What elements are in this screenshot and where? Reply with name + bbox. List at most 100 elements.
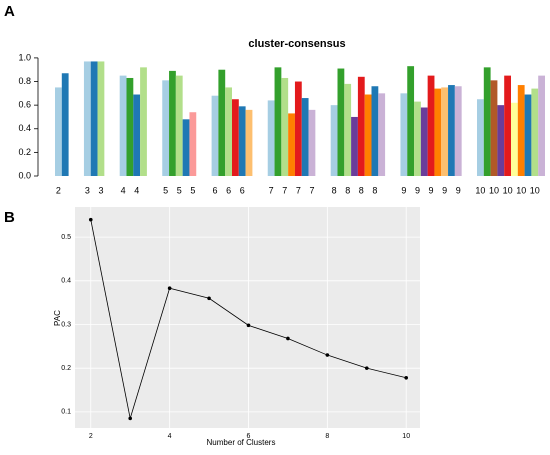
bar [189, 112, 197, 176]
panel-label: A [4, 3, 15, 20]
x-tick-label: 10 [530, 185, 540, 195]
bar [448, 85, 455, 176]
point [364, 366, 369, 370]
bar [133, 94, 141, 176]
bar [267, 100, 275, 176]
point [246, 323, 251, 328]
bar [344, 83, 352, 176]
bar [420, 107, 428, 176]
bar [218, 69, 226, 176]
bar [434, 88, 442, 176]
x-tick-label: 10 [503, 185, 513, 195]
point [286, 336, 290, 341]
x-tick-label: 7 [309, 185, 314, 195]
y-axis-label: PAC [53, 310, 62, 326]
bar [511, 102, 518, 176]
point [325, 353, 330, 357]
bar [441, 87, 449, 176]
x-tick-label: 8 [332, 185, 337, 195]
bar [211, 95, 219, 176]
x-tick-label: 3 [85, 185, 90, 195]
x-tick-label: 10 [475, 185, 485, 195]
bar [308, 109, 316, 176]
x-tick-label: 9 [401, 185, 406, 195]
bar [378, 93, 386, 176]
bar [414, 101, 421, 176]
x-tick-label: 4 [121, 185, 126, 195]
bar [274, 67, 282, 176]
x-tick-label: 6 [212, 185, 217, 195]
bar [531, 88, 539, 176]
bar [245, 109, 253, 176]
bar [175, 75, 183, 176]
x-tick-label: 9 [442, 185, 447, 195]
y-tick-label: 0.6 [18, 100, 31, 110]
x-tick-label: 8 [325, 433, 329, 440]
plot-background [75, 207, 420, 428]
y-tick-label: 0.1 [61, 409, 71, 416]
bar [454, 86, 462, 176]
x-tick-label: 8 [372, 185, 377, 195]
bar [281, 77, 289, 176]
bar [140, 67, 147, 176]
bar [538, 75, 545, 176]
x-tick-label: 5 [177, 185, 182, 195]
bar [119, 75, 127, 176]
y-tick-label: 0.2 [61, 365, 71, 372]
bar [288, 113, 295, 176]
x-tick-label: 8 [359, 185, 364, 195]
bar [427, 75, 435, 176]
x-tick-label: 7 [269, 185, 274, 195]
x-tick-label: 7 [296, 185, 301, 195]
x-tick-label: 5 [163, 185, 168, 195]
bar [477, 99, 484, 176]
y-tick-label: 0.8 [18, 76, 31, 86]
bar [162, 80, 170, 176]
bar [238, 106, 246, 176]
bar [97, 61, 105, 177]
x-tick-label: 10 [489, 185, 499, 195]
bar [371, 86, 379, 176]
x-tick-label: 6 [240, 185, 245, 195]
bar [524, 94, 532, 176]
bar [126, 77, 134, 176]
bar [337, 68, 345, 176]
panel-label: B [4, 209, 15, 226]
bar [364, 94, 372, 176]
bar [517, 85, 525, 176]
y-tick-label: 0.3 [61, 321, 71, 328]
x-tick-label: 2 [89, 433, 93, 440]
y-tick-label: 0.4 [18, 123, 31, 133]
bar [400, 93, 408, 176]
bar [357, 76, 365, 176]
x-tick-label: 2 [56, 185, 61, 195]
x-tick-label: 3 [98, 185, 103, 195]
bar [497, 105, 505, 176]
bar [483, 67, 491, 176]
x-tick-label: 10 [516, 185, 526, 195]
point [167, 286, 172, 291]
bar [301, 98, 309, 176]
point [404, 375, 409, 380]
point [207, 296, 211, 301]
y-tick-label: 1.0 [18, 52, 31, 62]
bar [90, 61, 98, 177]
bar [407, 66, 415, 176]
bar [504, 75, 511, 176]
x-tick-label: 10 [402, 433, 410, 440]
x-tick-label: 9 [456, 185, 461, 195]
x-tick-label: 9 [429, 185, 434, 195]
x-tick-label: 8 [345, 185, 350, 195]
y-tick-label: 0.5 [61, 234, 71, 241]
x-tick-label: 6 [226, 185, 231, 195]
x-tick-label: 7 [282, 185, 287, 195]
x-tick-label: 9 [415, 185, 420, 195]
point [128, 416, 132, 421]
bar [294, 81, 302, 176]
bar [83, 61, 91, 177]
point [88, 217, 93, 222]
bar [351, 116, 358, 176]
x-tick-label: 4 [134, 185, 139, 195]
x-tick-label: 5 [190, 185, 195, 195]
